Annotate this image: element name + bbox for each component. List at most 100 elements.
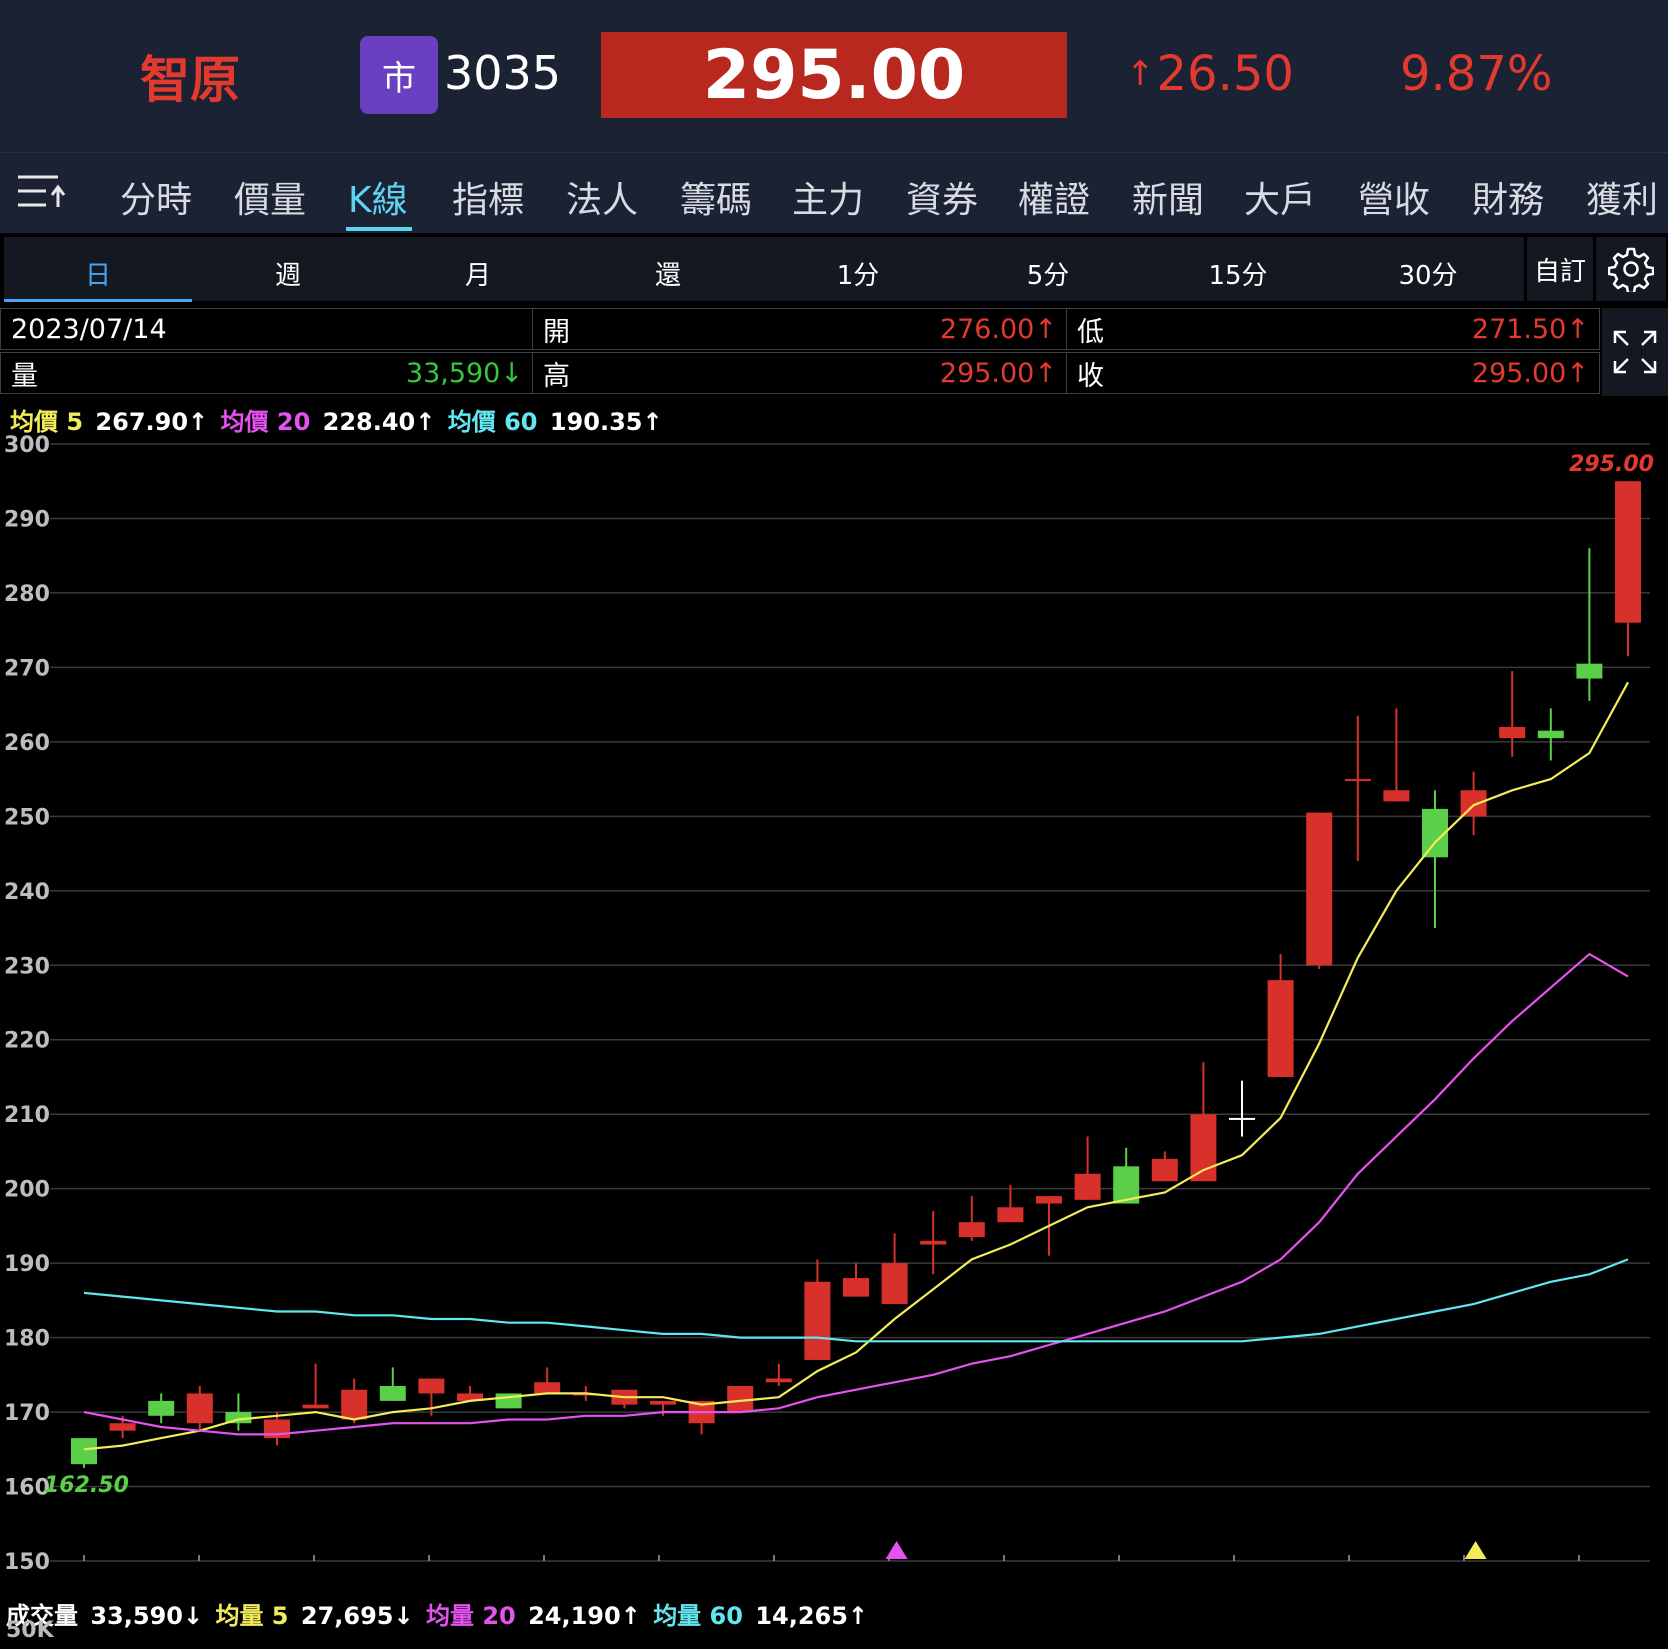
tab-6[interactable]: 主力 xyxy=(792,180,865,221)
candle-body xyxy=(1383,790,1410,802)
high-label: 高 xyxy=(543,360,570,392)
volume-legend: 成交量 33,590↓ 均量 5 27,695↓ 均量 20 24,190↑ 均… xyxy=(6,1596,872,1631)
period-6[interactable]: 15分 xyxy=(1208,261,1268,291)
candle-body xyxy=(1036,1196,1062,1204)
ma20-label: 均價 20 xyxy=(220,408,311,436)
y-tick-label: 210 xyxy=(4,1103,50,1128)
settings-button[interactable] xyxy=(1596,237,1666,301)
active-tab-indicator xyxy=(346,227,412,231)
tab-11[interactable]: 營收 xyxy=(1358,180,1431,221)
vol-ma20-value: 24,190↑ xyxy=(528,1602,641,1630)
volume-value: 33,590↓ xyxy=(405,357,523,389)
ma-line-均價20 xyxy=(83,952,1629,1436)
market-badge: 市 xyxy=(360,36,438,114)
open-label: 開 xyxy=(543,316,570,348)
period-selector: 日 週 月 還 1分 5分 15分 30分 自訂 xyxy=(0,235,1668,305)
candle-body xyxy=(997,1207,1024,1223)
ma60-value: 190.35↑ xyxy=(549,408,663,436)
ma-line-均價60 xyxy=(83,1258,1629,1343)
period-3[interactable]: 還 xyxy=(654,261,682,291)
candle-body xyxy=(302,1404,329,1409)
tab-4[interactable]: 法人 xyxy=(566,180,639,221)
candle-body xyxy=(920,1240,947,1245)
y-tick-label: 280 xyxy=(4,582,50,607)
fullscreen-button[interactable] xyxy=(1602,308,1668,396)
tab-12[interactable]: 財務 xyxy=(1472,180,1545,221)
candle-body xyxy=(765,1378,792,1383)
ma5-label: 均價 5 xyxy=(10,408,84,436)
candle-body xyxy=(534,1382,561,1394)
y-tick-label: 290 xyxy=(4,507,50,532)
candle-body xyxy=(1615,481,1641,623)
candle-body xyxy=(109,1423,136,1431)
gear-icon xyxy=(1608,247,1654,292)
quote-header: 智原 市 3035 295.00 ↑ 26.50 9.87% xyxy=(0,0,1668,152)
y-tick-label: 300 xyxy=(4,433,50,458)
ma5-value: 267.90↑ xyxy=(95,408,209,436)
volume-cell: 量 33,590↓ xyxy=(0,352,534,394)
candlestick-chart[interactable]: 300 290 280 270 260 250 240 230 220 210 200 190 180 1… xyxy=(0,420,1668,1570)
candle-body xyxy=(225,1412,252,1424)
price-change: ↑ 26.50 xyxy=(1126,46,1294,102)
volume-label: 量 xyxy=(11,360,38,392)
candle-body xyxy=(186,1393,213,1424)
date-value: 2023/07/14 xyxy=(11,313,167,345)
y-tick-label: 230 xyxy=(4,954,50,979)
volume-legend-value: 33,590↓ xyxy=(90,1602,204,1630)
vol-ma60-value: 14,265↑ xyxy=(755,1602,869,1630)
signal-marker-icon xyxy=(885,1541,908,1559)
tab-0[interactable]: 分時 xyxy=(120,180,193,221)
tab-1[interactable]: 價量 xyxy=(234,180,307,221)
period-2[interactable]: 月 xyxy=(464,261,492,291)
y-tick-label: 240 xyxy=(4,880,50,905)
y-tick-label: 270 xyxy=(4,656,50,681)
candle-body xyxy=(881,1263,908,1305)
max-price-label: 295.00 xyxy=(1569,452,1654,477)
volume-legend-label: 成交量 xyxy=(6,1602,78,1630)
low-cell: 低 271.50↑ xyxy=(1066,308,1600,350)
candle-body xyxy=(1576,663,1603,679)
up-arrow-icon: ↑ xyxy=(1126,54,1155,94)
tab-2[interactable]: K線 xyxy=(348,180,408,221)
period-0[interactable]: 日 xyxy=(84,261,112,291)
open-value: 276.00↑ xyxy=(939,313,1057,345)
candle-body xyxy=(379,1386,406,1401)
tab-3[interactable]: 指標 xyxy=(452,180,525,221)
sort-menu-icon[interactable] xyxy=(16,167,68,219)
candle-body xyxy=(1267,980,1294,1077)
tab-8[interactable]: 權證 xyxy=(1018,180,1091,221)
tab-7[interactable]: 資券 xyxy=(906,180,979,221)
low-label: 低 xyxy=(1077,316,1104,348)
tab-13[interactable]: 獲利 xyxy=(1586,180,1659,221)
y-tick-label: 180 xyxy=(4,1327,50,1352)
custom-period-button[interactable]: 自訂 xyxy=(1527,237,1593,301)
period-4[interactable]: 1分 xyxy=(836,261,880,291)
tab-5[interactable]: 籌碼 xyxy=(680,180,753,221)
period-7[interactable]: 30分 xyxy=(1398,261,1458,291)
signal-marker-icon xyxy=(1464,1541,1487,1559)
current-price: 295.00 xyxy=(601,32,1067,118)
period-5[interactable]: 5分 xyxy=(1026,261,1070,291)
high-cell: 高 295.00↑ xyxy=(532,352,1068,394)
close-cell: 收 295.00↑ xyxy=(1066,352,1600,394)
low-value: 271.50↑ xyxy=(1471,313,1589,345)
candle-body xyxy=(958,1222,985,1238)
candle-body xyxy=(341,1389,368,1420)
moving-average-legend: 均價 5 267.90↑ 均價 20 228.40↑ 均價 60 190.35↑ xyxy=(10,402,667,437)
close-label: 收 xyxy=(1077,360,1104,392)
y-tick-label: 250 xyxy=(4,805,50,830)
y-tick-label: 220 xyxy=(4,1029,50,1054)
close-value: 295.00↑ xyxy=(1471,357,1589,389)
candle-body xyxy=(1537,730,1564,739)
volume-axis-label: 50K xyxy=(6,1618,54,1643)
stock-name: 智原 xyxy=(140,51,240,109)
period-1[interactable]: 週 xyxy=(274,261,302,291)
candle-body xyxy=(1229,1117,1255,1120)
candle-body xyxy=(457,1393,483,1401)
price-change-value: 26.50 xyxy=(1156,46,1294,102)
tab-9[interactable]: 新聞 xyxy=(1132,180,1205,221)
vol-ma5-label: 均量 5 xyxy=(215,1602,289,1630)
ohlc-info-panel: 2023/07/14 開 276.00↑ 低 271.50↑ 量 33,590↓… xyxy=(0,308,1600,396)
tab-10[interactable]: 大戶 xyxy=(1244,180,1317,221)
candle-body xyxy=(1499,726,1526,739)
